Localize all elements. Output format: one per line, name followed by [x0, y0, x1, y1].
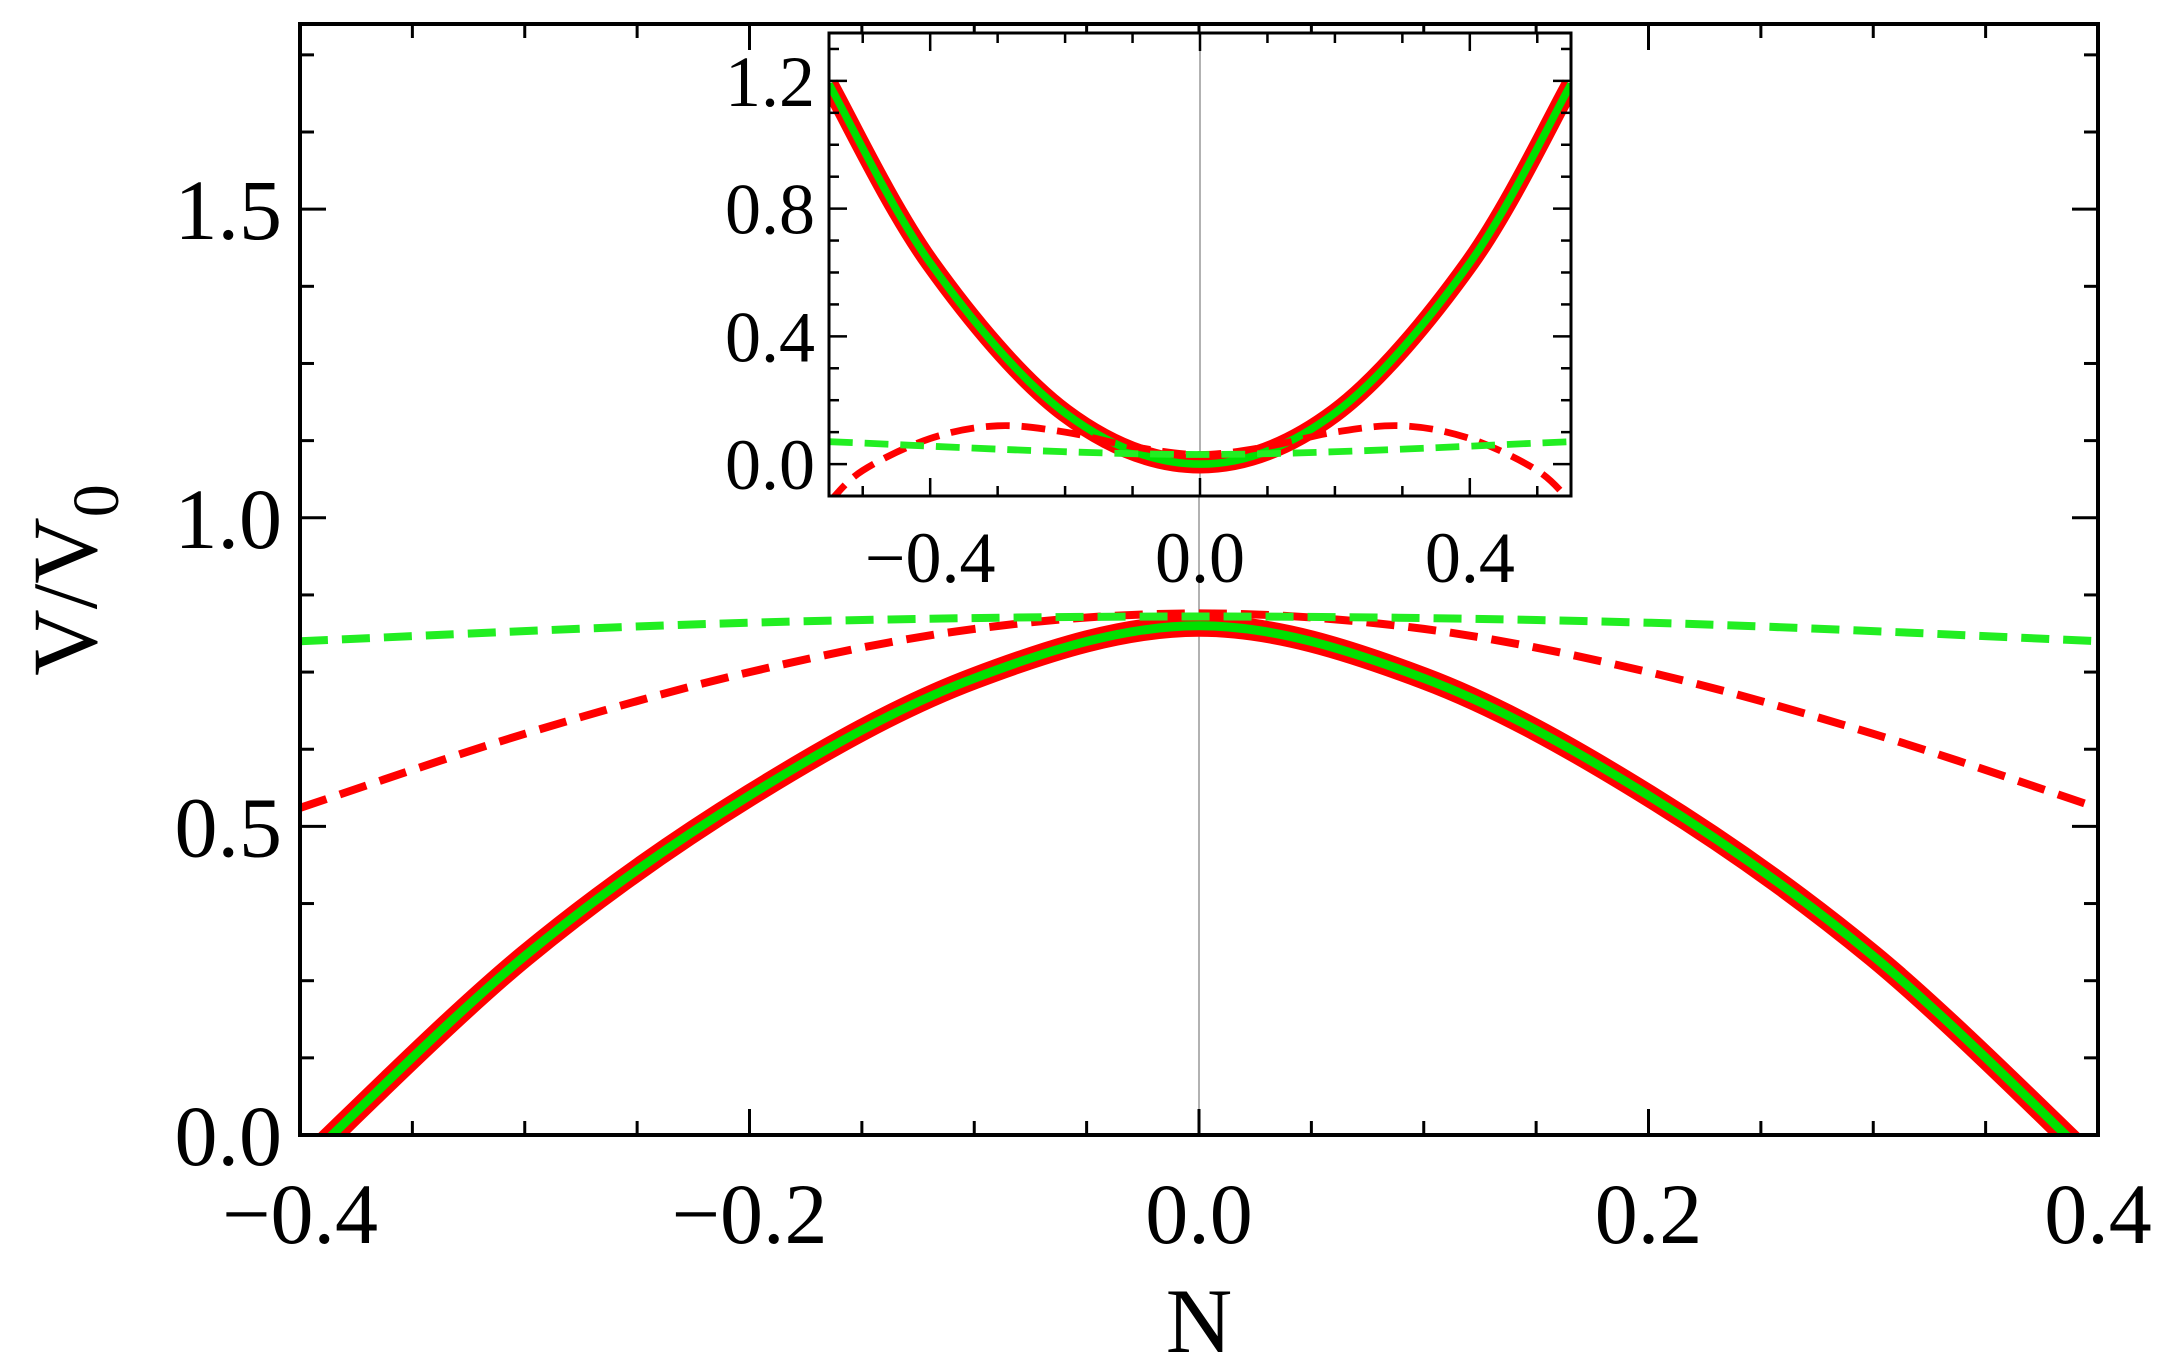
x-tick-label: 0.2	[1595, 1166, 1703, 1262]
x-tick-label: −0.2	[671, 1166, 827, 1262]
y-tick-label: 1.5	[175, 162, 283, 258]
y-tick-label: 0.8	[725, 170, 815, 250]
y-tick-label: 1.2	[725, 42, 815, 122]
x-tick-label: 0.4	[1425, 518, 1515, 598]
x-tick-label: 0.0	[1145, 1166, 1253, 1262]
y-tick-label: 1.0	[175, 471, 283, 567]
y-tick-label: 0.5	[175, 779, 283, 875]
x-tick-label: −0.4	[865, 518, 996, 598]
y-tick-label: 0.0	[725, 425, 815, 505]
y-axis-title: V/V0	[14, 484, 133, 675]
y-tick-label: 0.0	[175, 1088, 283, 1184]
y-axis-title-main: V/V	[14, 517, 116, 675]
series-line-2	[829, 82, 1571, 468]
x-tick-label: −0.4	[222, 1166, 378, 1262]
inset-plot: −0.4 0.0 0.4 0.0 0.4 0.8 1.2	[725, 31, 1573, 598]
x-axis-title: N	[1166, 1270, 1232, 1364]
series-line-4	[829, 438, 1571, 458]
series-line-4	[300, 612, 2098, 646]
y-tick-label: 0.4	[725, 297, 815, 377]
x-tick-label: 0.0	[1155, 518, 1245, 598]
series-line-2	[325, 621, 2073, 1135]
y-axis-title-subscript: 0	[60, 484, 133, 517]
x-tick-label: 0.4	[2044, 1166, 2152, 1262]
